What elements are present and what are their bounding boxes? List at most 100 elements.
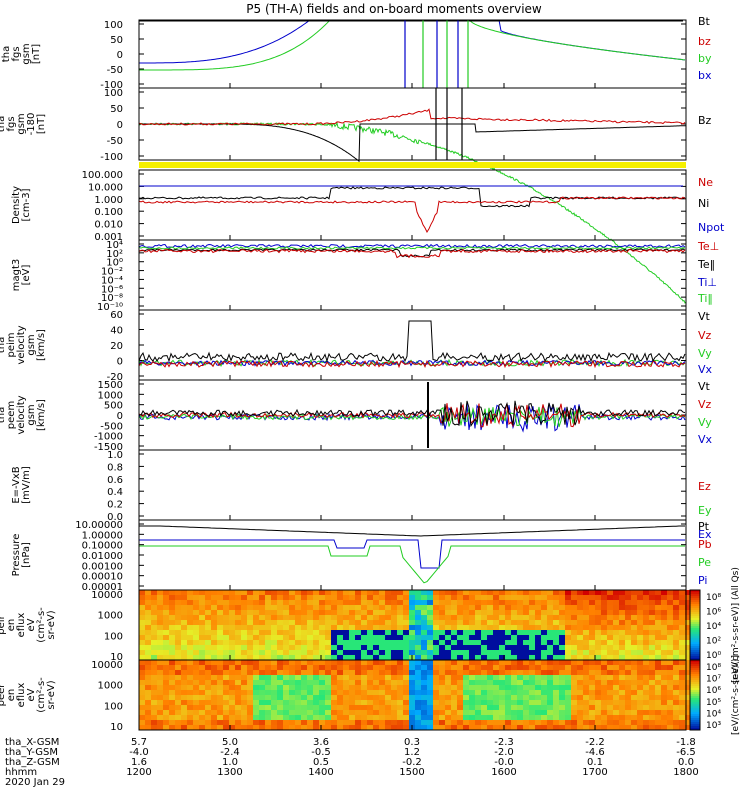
- y-tick-label: 1.0: [107, 450, 123, 461]
- heat-cell: [643, 700, 649, 705]
- heat-cell: [415, 690, 421, 695]
- heat-cell: [427, 725, 433, 730]
- heat-cell: [217, 655, 223, 660]
- heat-cell: [349, 725, 355, 730]
- y-axis-label-line: -180: [26, 113, 37, 136]
- heat-cell: [457, 660, 463, 665]
- y-tick-label: 1000: [98, 390, 123, 401]
- heat-cell: [511, 630, 517, 635]
- heat-cell: [307, 635, 313, 640]
- heat-cell: [229, 620, 235, 625]
- heat-cell: [673, 595, 679, 600]
- heat-cell: [169, 660, 175, 665]
- heat-cell: [589, 655, 595, 660]
- heat-cell: [553, 630, 559, 635]
- heat-cell: [469, 685, 475, 690]
- heat-cell: [397, 660, 403, 665]
- heat-cell: [625, 675, 631, 680]
- heat-cell: [661, 610, 667, 615]
- heat-cell: [541, 685, 547, 690]
- heat-cell: [475, 620, 481, 625]
- heat-cell: [319, 705, 325, 710]
- heat-cell: [679, 670, 685, 675]
- heat-cell: [379, 610, 385, 615]
- heat-cell: [205, 665, 211, 670]
- heat-cell: [169, 595, 175, 600]
- heat-cell: [211, 630, 217, 635]
- heat-cell: [511, 725, 517, 730]
- y-axis-label-line: peim: [6, 332, 17, 357]
- heat-cell: [259, 705, 265, 710]
- colorbar-cell: [690, 710, 700, 712]
- heat-cell: [403, 650, 409, 655]
- heat-cell: [331, 610, 337, 615]
- heat-cell: [607, 590, 613, 595]
- heat-cell: [661, 725, 667, 730]
- heat-cell: [265, 710, 271, 715]
- heat-cell: [301, 605, 307, 610]
- heat-cell: [523, 655, 529, 660]
- heat-cell: [421, 590, 427, 595]
- heat-cell: [553, 600, 559, 605]
- heat-cell: [685, 635, 691, 640]
- y-tick-label: 0.100: [94, 207, 123, 218]
- heat-cell: [241, 625, 247, 630]
- y-tick-label: 10⁴: [106, 240, 123, 251]
- colorbar-cell: [690, 662, 700, 664]
- heat-cell: [181, 595, 187, 600]
- heat-cell: [433, 620, 439, 625]
- heat-cell: [379, 660, 385, 665]
- heat-cell: [481, 660, 487, 665]
- heat-cell: [493, 590, 499, 595]
- heat-cell: [481, 635, 487, 640]
- heat-cell: [481, 685, 487, 690]
- heat-cell: [493, 615, 499, 620]
- heat-cell: [145, 695, 151, 700]
- heat-cell: [355, 660, 361, 665]
- legend-Vt: Vt: [698, 380, 711, 393]
- heat-cell: [391, 700, 397, 705]
- heat-cell: [481, 650, 487, 655]
- heat-cell: [379, 705, 385, 710]
- heat-cell: [361, 715, 367, 720]
- heat-cell: [421, 715, 427, 720]
- heat-cell: [487, 610, 493, 615]
- heat-cell: [181, 600, 187, 605]
- heat-cell: [223, 610, 229, 615]
- heat-cell: [187, 635, 193, 640]
- heat-cell: [541, 655, 547, 660]
- x-row-value: 1.6: [131, 757, 147, 768]
- heat-cell: [199, 615, 205, 620]
- heat-cell: [349, 710, 355, 715]
- heat-cell: [427, 600, 433, 605]
- heat-cell: [337, 690, 343, 695]
- y-axis-label-line: Density: [11, 186, 22, 224]
- heat-cell: [199, 640, 205, 645]
- heat-cell: [193, 620, 199, 625]
- heat-cell: [331, 720, 337, 725]
- heat-cell: [379, 725, 385, 730]
- heat-cell: [613, 675, 619, 680]
- heat-cell: [565, 700, 571, 705]
- heat-cell: [241, 595, 247, 600]
- colorbar-tick-label: 10⁷: [706, 675, 721, 685]
- heat-cell: [553, 650, 559, 655]
- heat-cell: [211, 595, 217, 600]
- heat-cell: [181, 645, 187, 650]
- heat-cell: [385, 590, 391, 595]
- heat-cell: [337, 685, 343, 690]
- heat-cell: [193, 650, 199, 655]
- heat-cell: [379, 600, 385, 605]
- heat-cell: [253, 625, 259, 630]
- heat-cell: [535, 710, 541, 715]
- heat-cell: [427, 705, 433, 710]
- heat-cell: [259, 615, 265, 620]
- heat-cell: [469, 700, 475, 705]
- heat-cell: [625, 620, 631, 625]
- heat-cell: [277, 620, 283, 625]
- heat-cell: [181, 705, 187, 710]
- heat-cell: [385, 670, 391, 675]
- heat-cell: [571, 655, 577, 660]
- heat-cell: [169, 670, 175, 675]
- heat-cell: [259, 720, 265, 725]
